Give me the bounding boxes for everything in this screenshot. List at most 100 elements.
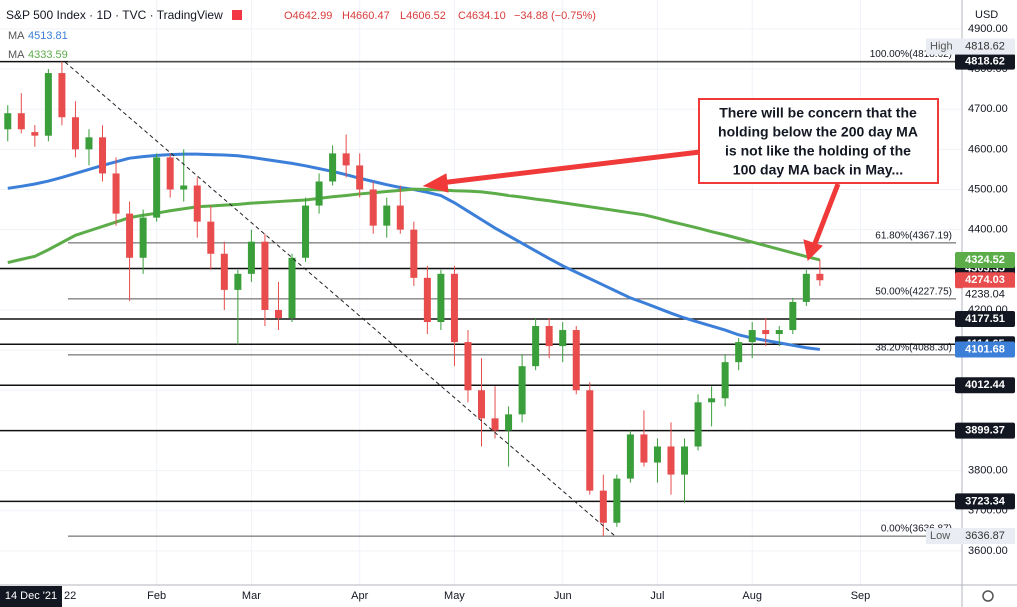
candle-body	[681, 446, 689, 475]
last-price-tag-box	[955, 272, 1015, 289]
candle-body	[789, 301, 797, 331]
fib-label: 0.00%(3636.87)	[881, 524, 952, 535]
candle-body	[491, 418, 499, 431]
candle-body	[261, 241, 269, 310]
year-label: 22	[64, 590, 76, 602]
extreme-label: Low	[930, 530, 950, 542]
candle-body	[85, 137, 93, 150]
candle-body	[532, 326, 540, 367]
level-tag: 4177.51	[965, 313, 1005, 325]
extreme-box	[926, 38, 1015, 55]
fib-label: 100.00%(4818.62)	[870, 49, 952, 60]
candle-body	[518, 366, 526, 415]
y-tick-label: 3600.00	[968, 545, 1008, 557]
legend-value: 4333.59	[28, 49, 68, 61]
candle-body	[4, 113, 12, 130]
candle-body	[31, 132, 39, 136]
extreme-box	[926, 528, 1015, 545]
candle-body	[356, 165, 364, 190]
extreme-value: 3636.87	[965, 530, 1005, 542]
candle-body	[139, 217, 147, 258]
extreme-value: 4818.62	[965, 40, 1005, 52]
candle-body	[247, 241, 255, 274]
candle-body	[816, 273, 824, 281]
ma-tag: 4324.52	[965, 254, 1005, 266]
candle-body	[153, 157, 161, 218]
annotation-line: holding below the 200 day MA	[718, 124, 918, 140]
last-price-tag: 4274.03	[965, 274, 1005, 286]
arrow-head	[422, 173, 449, 193]
annotation-line: is not like the holding of the	[725, 143, 911, 159]
candle-body	[464, 342, 472, 391]
candle-body	[586, 390, 594, 491]
y-tick-label: 4500.00	[968, 183, 1008, 195]
annotation-arrows	[422, 149, 841, 262]
candle-body	[17, 113, 25, 130]
candle-body	[735, 342, 743, 363]
candle-body	[410, 229, 418, 278]
candle-body	[478, 390, 485, 419]
candle-body	[545, 326, 553, 347]
settings-icon[interactable]	[982, 590, 994, 602]
trend-line	[64, 61, 616, 537]
candle-body	[99, 137, 107, 174]
ma-tag-box	[955, 341, 1015, 358]
level-tag: 4012.44	[965, 379, 1006, 391]
candle-body	[369, 189, 377, 226]
candle-body	[505, 414, 513, 431]
fib-label: 61.80%(4367.19)	[875, 230, 952, 241]
candle-body	[180, 185, 188, 190]
x-tick-label: Aug	[742, 590, 762, 602]
fib-label: 38.20%(4088.30)	[875, 342, 952, 353]
legend-name: MA	[8, 49, 25, 61]
legend-name: MA	[8, 30, 25, 42]
y-tick-label: 4600.00	[968, 143, 1008, 155]
candle-body	[383, 205, 391, 226]
crosshair-date-box	[0, 586, 62, 607]
candle-body	[640, 434, 648, 463]
marker-box	[963, 287, 1015, 302]
candle-body	[572, 330, 580, 391]
candle-body	[234, 273, 242, 290]
candle-body	[342, 153, 350, 166]
fib-label: 50.00%(4227.75)	[875, 286, 952, 297]
plot: 100.00%(4818.62) 61.80%(4367.19) 50.00%(42…	[0, 49, 962, 537]
annotation-line: There will be concern that the	[719, 105, 917, 121]
candle-body	[166, 157, 174, 190]
candle-body	[802, 273, 810, 302]
candle-body	[396, 205, 404, 230]
y-tick-label: 4400.00	[968, 224, 1008, 236]
ma-tag: 4101.68	[965, 343, 1005, 355]
flag-icon[interactable]	[232, 10, 242, 20]
ohlc-open: O4642.99	[284, 10, 332, 22]
y-tick-label: 4700.00	[968, 103, 1008, 115]
annotation-box	[698, 98, 939, 184]
ohlc-high: H4660.47	[342, 10, 390, 22]
crosshair-date: 14 Dec '21	[5, 590, 57, 602]
arrow-head	[803, 239, 823, 262]
chart-title: S&P 500 Index · 1D · TVC · TradingView	[6, 8, 223, 22]
ohlc-close: C4634.10	[458, 10, 506, 22]
level-tag: 4818.62	[965, 55, 1005, 67]
candle-body	[708, 398, 716, 403]
candle-body	[71, 117, 79, 150]
x-tick-label: Mar	[242, 590, 261, 602]
candle-body	[315, 181, 323, 206]
arrow-shaft	[811, 183, 841, 247]
candle-body	[748, 330, 756, 343]
candle-body	[112, 173, 120, 214]
candle-body	[302, 205, 310, 258]
candle-body	[450, 273, 458, 343]
candle-body	[274, 309, 282, 318]
candle-body	[193, 185, 201, 222]
candle-body	[288, 257, 296, 318]
currency[interactable]: USD	[975, 9, 998, 21]
candle-body	[762, 330, 770, 335]
candle-body	[220, 253, 228, 290]
candle-body	[599, 490, 607, 523]
x-tick-label: May	[444, 590, 465, 602]
y-tick-label: 4900.00	[968, 23, 1008, 35]
level-tag: 3723.34	[965, 495, 1006, 507]
candle-body	[207, 221, 215, 254]
